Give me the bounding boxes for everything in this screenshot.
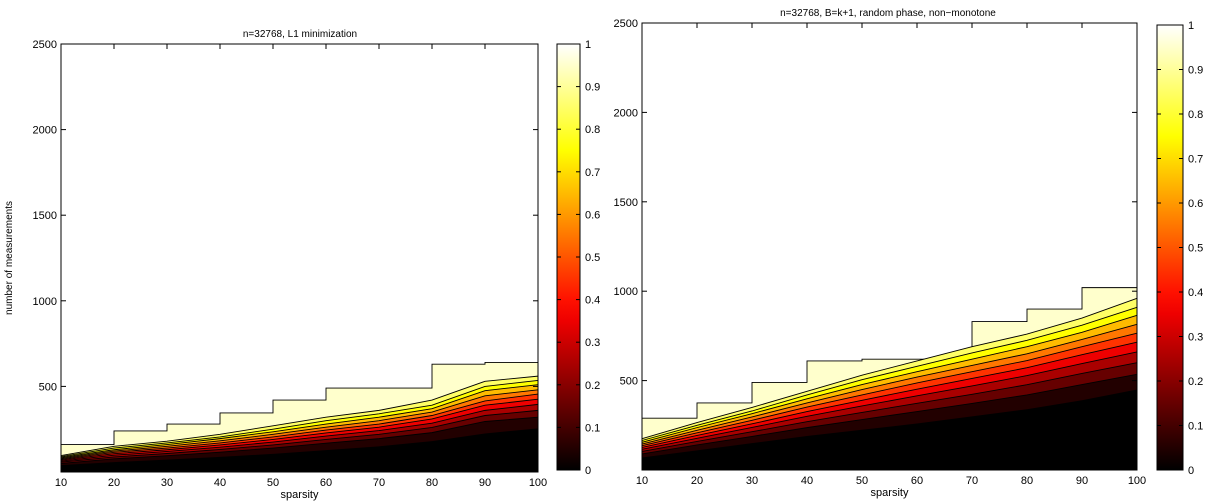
x-tick-label: 10	[55, 477, 67, 489]
y-tick-label: 1500	[33, 210, 57, 222]
x-tick-label: 20	[108, 477, 120, 489]
y-tick-label: 2000	[614, 107, 638, 119]
contour-line-0-8	[60, 379, 539, 458]
x-tick-label: 60	[911, 475, 923, 487]
contour-line-0-3	[641, 351, 1138, 450]
axes-box	[641, 22, 1138, 471]
y-tick-label: 1000	[33, 296, 57, 308]
colorbar-tick-label: 0.5	[1188, 243, 1203, 255]
colorbar-tick-label: 0.4	[1188, 287, 1203, 299]
colorbar-tick-label: 0	[1188, 465, 1194, 477]
colorbar-tick-label: 0.8	[585, 124, 600, 136]
colorbar-tick-label: 0.5	[585, 252, 600, 264]
x-tick-label: 20	[691, 475, 703, 487]
y-tick-label: 2000	[33, 125, 57, 137]
colorbar-tick-label: 0.9	[1188, 65, 1203, 77]
contour-band-0-0	[642, 389, 1137, 470]
x-tick-label: 90	[479, 477, 491, 489]
x-tick-label: 10	[636, 475, 648, 487]
x-tick-label: 90	[1076, 475, 1088, 487]
contour-line-0-5	[641, 332, 1138, 447]
y-tick-label: 2500	[614, 18, 638, 30]
colorbar-tick-label: 1	[585, 39, 591, 51]
y-tick-label: 1000	[614, 286, 638, 298]
y-axis-label: number of measurements	[4, 201, 15, 315]
contour-line-0-3	[60, 403, 539, 462]
contour-line-0-2	[60, 409, 539, 463]
colorbar-tick-label: 1	[1188, 20, 1194, 32]
chart-panel-1: 10 20 30 40 50 60 70 80 90 1005001000150020002500…	[4, 29, 600, 501]
contour-line-0-6	[60, 389, 539, 459]
contour-line-0-9	[641, 297, 1138, 440]
y-tick-label: 500	[39, 381, 57, 393]
x-tick-label: 80	[426, 477, 438, 489]
contour-line-0-2	[641, 362, 1138, 452]
x-tick-label: 60	[320, 477, 332, 489]
x-tick-label: 30	[161, 477, 173, 489]
contour-band-0-0	[61, 428, 538, 472]
contour-line-0-1	[60, 416, 539, 464]
colorbar-tick-label: 0.7	[1188, 154, 1203, 166]
contour-line-0-1	[641, 373, 1138, 455]
contour-line-0-7	[641, 314, 1138, 443]
x-tick-label: 100	[529, 477, 547, 489]
x-tick-label: 40	[801, 475, 813, 487]
contour-line-0-7	[60, 384, 539, 458]
x-tick-label: 50	[267, 477, 279, 489]
colorbar-tick-label: 0.1	[1188, 421, 1203, 433]
y-tick-label: 1500	[614, 197, 638, 209]
contour-line-1-0	[642, 287, 1137, 419]
contour-line-0-6	[641, 323, 1138, 445]
contour-line-0-5	[60, 393, 539, 460]
x-tick-label: 40	[214, 477, 226, 489]
colorbar-tick-label: 0.6	[585, 209, 600, 221]
contour-line-0-4	[60, 398, 539, 461]
x-tick-label: 70	[966, 475, 978, 487]
colorbar-tick-label: 0.3	[585, 337, 600, 349]
y-tick-label: 500	[620, 376, 638, 388]
x-axis-label: sparsity	[871, 487, 909, 499]
colorbar-tick-label: 0.7	[585, 167, 600, 179]
y-tick-label: 2500	[33, 39, 57, 51]
colorbar-tick-label: 0.4	[585, 295, 600, 307]
contour-line-1-0	[61, 361, 539, 446]
colorbar-tick-label: 0.3	[1188, 332, 1203, 344]
colorbar-tick-label: 0.9	[585, 82, 600, 94]
chart-panel-2: 10 20 30 40 50 60 70 80 90 1005001000150020002500…	[614, 8, 1204, 499]
contour-line-0-9	[60, 375, 539, 457]
x-tick-label: 80	[1021, 475, 1033, 487]
contour-line-0-8	[641, 306, 1138, 441]
x-tick-label: 70	[373, 477, 385, 489]
x-tick-label: 30	[746, 475, 758, 487]
colorbar-tick-label: 0	[585, 465, 591, 477]
axes-box	[60, 43, 539, 473]
x-axis-label: sparsity	[281, 489, 319, 501]
colorbar-tick-label: 0.8	[1188, 109, 1203, 121]
colorbar-tick-label: 0.1	[585, 422, 600, 434]
colorbar-tick-label: 0.2	[585, 380, 600, 392]
x-tick-label: 50	[856, 475, 868, 487]
chart-title: n=32768, B=k+1, random phase, non−monoto…	[780, 8, 996, 19]
contour-line-0-4	[641, 341, 1138, 448]
colorbar-tick-label: 0.6	[1188, 198, 1203, 210]
colorbar-tick-label: 0.2	[1188, 376, 1203, 388]
chart-title: n=32768, L1 minimization	[243, 29, 357, 40]
x-tick-label: 100	[1128, 475, 1146, 487]
